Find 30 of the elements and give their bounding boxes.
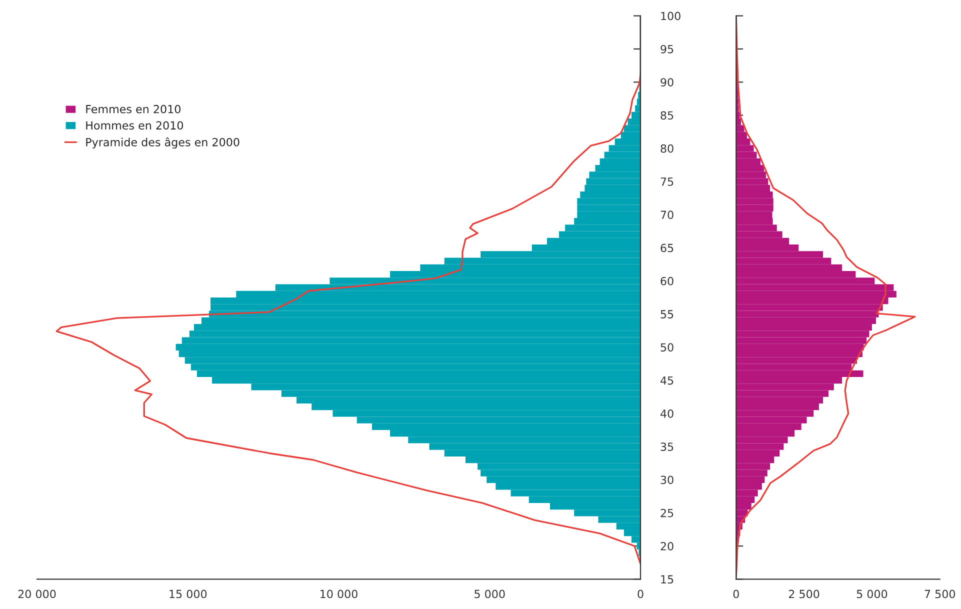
- legend-label: Pyramide des âges en 2000: [86, 137, 240, 149]
- y-tick-label: 55: [660, 310, 674, 318]
- y-tick-label: 95: [660, 44, 674, 54]
- y-tick-label: 35: [660, 442, 674, 451]
- y-tick-label: 20: [660, 542, 674, 550]
- y-tick-label: 70: [660, 210, 674, 220]
- y-tick-label: 75: [660, 178, 674, 186]
- y-tick-label: 45: [660, 376, 674, 385]
- x-tick-label: 20 000: [18, 590, 56, 598]
- x-tick-label: 5 000: [856, 590, 888, 598]
- x-tick-label: 7 500: [924, 590, 956, 598]
- y-tick-label: 40: [660, 409, 674, 418]
- y-tick-label: 25: [660, 508, 674, 518]
- y-tick-label: 60: [660, 276, 674, 286]
- x-tick-label: 2 500: [788, 590, 820, 598]
- y-tick-label: 15: [661, 575, 674, 584]
- y-tick-label: 100: [661, 12, 680, 20]
- y-tick-label: 30: [660, 476, 674, 484]
- y-tick-label: 65: [660, 244, 674, 252]
- x-tick-label: 5 000: [474, 590, 505, 598]
- legend-label: Femmes en 2010: [86, 104, 180, 114]
- y-tick-label: 50: [660, 343, 674, 352]
- x-tick-label: 10 000: [320, 590, 358, 598]
- y-tick-label: 85: [660, 111, 674, 120]
- legend-label: Hommes en 2010: [86, 121, 184, 130]
- x-tick-label: 15 000: [170, 590, 207, 598]
- x-tick-label: 0: [638, 590, 644, 598]
- y-tick-label: 90: [660, 78, 674, 86]
- x-tick-label: 0: [733, 590, 739, 598]
- y-tick-label: 80: [660, 144, 674, 153]
